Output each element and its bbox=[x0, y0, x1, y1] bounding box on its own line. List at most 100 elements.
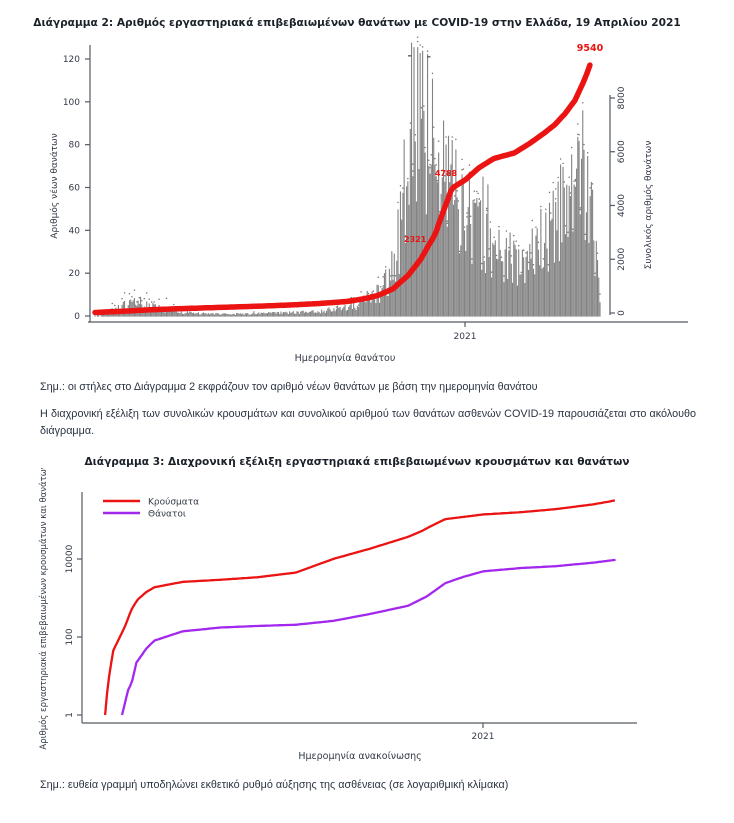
point-marker bbox=[584, 233, 586, 235]
bar bbox=[509, 232, 511, 317]
point-marker bbox=[429, 163, 431, 166]
bar bbox=[241, 314, 243, 317]
bar bbox=[345, 310, 347, 317]
point-marker bbox=[430, 154, 433, 156]
bar bbox=[285, 311, 287, 317]
legend-label-deaths: Θάνατοι bbox=[148, 510, 186, 520]
bar bbox=[450, 164, 452, 317]
bar bbox=[274, 312, 276, 317]
bar bbox=[481, 269, 483, 317]
bar bbox=[209, 314, 211, 317]
left-tick-label: 60 bbox=[69, 183, 81, 193]
bar bbox=[319, 313, 321, 317]
series-line-cases bbox=[103, 499, 616, 716]
chart3-title: Διάγραμμα 3: Διαχρονική εξέλιξη εργαστηρ… bbox=[84, 456, 630, 468]
point-marker bbox=[121, 297, 123, 300]
point-marker bbox=[436, 179, 439, 182]
point-marker bbox=[503, 275, 505, 277]
bar bbox=[365, 302, 367, 317]
bar bbox=[525, 256, 527, 317]
bar bbox=[156, 311, 158, 317]
point-marker bbox=[583, 143, 585, 146]
bar bbox=[375, 303, 377, 317]
bar bbox=[547, 271, 549, 317]
bar bbox=[523, 257, 525, 317]
bar bbox=[532, 268, 535, 317]
bar bbox=[96, 314, 99, 317]
point-marker bbox=[424, 146, 426, 149]
point-marker bbox=[435, 164, 437, 166]
bar bbox=[173, 309, 175, 317]
point-marker bbox=[520, 271, 522, 274]
bar bbox=[197, 312, 200, 317]
bar bbox=[279, 314, 281, 317]
point-marker bbox=[432, 126, 435, 128]
bar bbox=[206, 314, 208, 317]
bar bbox=[207, 313, 209, 317]
point-marker bbox=[488, 248, 490, 250]
bar bbox=[531, 228, 533, 317]
bar bbox=[460, 245, 462, 317]
point-marker bbox=[582, 102, 584, 104]
point-marker bbox=[532, 264, 535, 266]
point-marker bbox=[428, 159, 430, 161]
bar bbox=[175, 311, 177, 317]
bar bbox=[422, 50, 424, 317]
bar bbox=[253, 311, 255, 317]
bar bbox=[269, 312, 271, 317]
bar bbox=[513, 240, 515, 317]
bar bbox=[302, 310, 304, 317]
bar bbox=[218, 314, 220, 317]
bar bbox=[333, 308, 335, 317]
chart3-xaxis-label: Ημερομηνία ανακοίνωσης bbox=[298, 751, 421, 762]
bar bbox=[401, 219, 403, 317]
bar bbox=[237, 313, 239, 317]
point-marker bbox=[510, 255, 513, 257]
bar bbox=[212, 313, 214, 317]
bar bbox=[516, 285, 519, 317]
bar bbox=[327, 308, 329, 317]
bar bbox=[518, 249, 520, 317]
point-marker bbox=[462, 168, 465, 170]
point-marker bbox=[522, 249, 525, 251]
bar bbox=[343, 306, 345, 317]
bar bbox=[180, 311, 182, 317]
bar bbox=[323, 310, 325, 317]
point-marker bbox=[150, 301, 153, 303]
bar bbox=[434, 164, 436, 317]
bar bbox=[528, 269, 530, 317]
point-marker bbox=[394, 274, 397, 277]
bar bbox=[505, 237, 507, 317]
chart3-yaxis-label: Αριθμός εργαστηριακά επιβεβαιωμένων κρου… bbox=[38, 468, 49, 750]
point-marker bbox=[515, 240, 517, 242]
bar bbox=[495, 258, 498, 317]
point-marker bbox=[402, 187, 404, 189]
bar bbox=[328, 307, 330, 317]
bar bbox=[427, 54, 429, 317]
bar bbox=[233, 313, 235, 317]
point-marker bbox=[564, 225, 567, 227]
bar bbox=[340, 310, 342, 317]
bar bbox=[381, 288, 383, 317]
point-marker bbox=[404, 235, 407, 237]
bar bbox=[435, 176, 437, 317]
bar bbox=[376, 284, 378, 317]
bar bbox=[579, 214, 581, 317]
cumulative-deaths-line bbox=[92, 62, 593, 316]
point-marker bbox=[568, 176, 570, 178]
bar bbox=[227, 313, 229, 317]
bar bbox=[483, 261, 485, 317]
bar bbox=[361, 298, 363, 317]
bar bbox=[588, 242, 590, 317]
bar bbox=[456, 197, 458, 317]
bar bbox=[196, 313, 198, 317]
bar bbox=[419, 52, 421, 317]
bar bbox=[520, 274, 522, 317]
right-tick-label: 6000 bbox=[617, 140, 627, 163]
point-marker bbox=[436, 170, 439, 173]
point-marker bbox=[138, 296, 141, 299]
bar bbox=[263, 312, 265, 317]
point-marker bbox=[563, 181, 566, 183]
bar bbox=[291, 312, 293, 317]
